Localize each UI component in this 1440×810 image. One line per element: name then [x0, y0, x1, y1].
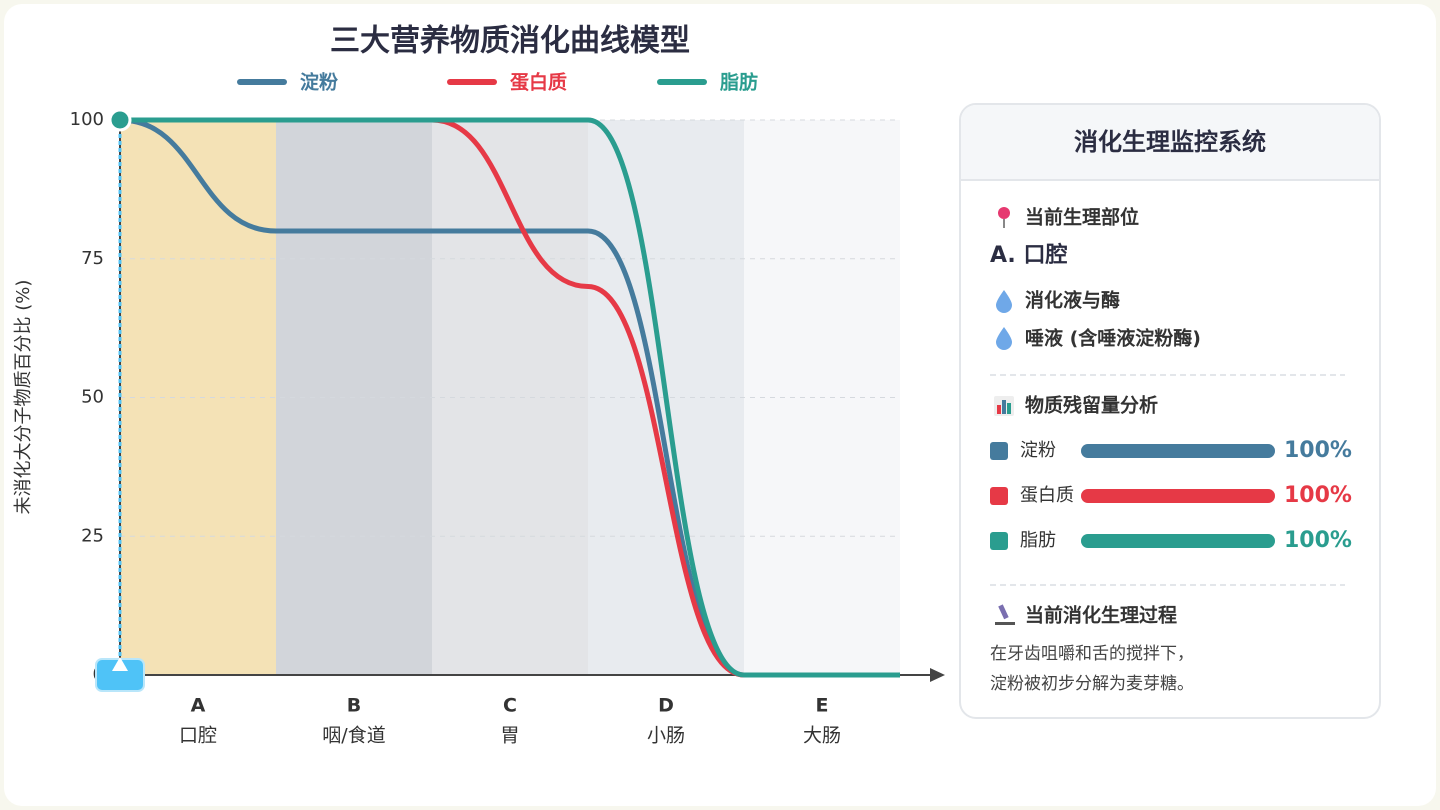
cursor-dot [108, 108, 132, 132]
region-letter: C [503, 695, 517, 717]
y-tick-label: 25 [81, 525, 104, 546]
panel-header [961, 105, 1379, 180]
residue-name: 淀粉 [1020, 440, 1056, 461]
location: A. 口腔 [990, 242, 1067, 268]
y-axis-label: 未消化大分子物质百分比 (%) [13, 280, 34, 515]
panel-box [959, 103, 1381, 719]
process-text: 在牙齿咀嚼和舌的搅拌下， [990, 644, 1194, 664]
region-name: 小肠 [647, 725, 685, 747]
location-label: 当前生理部位 [1025, 206, 1139, 229]
process-label: 当前消化生理过程 [1025, 604, 1177, 627]
pin-icon [998, 207, 1010, 228]
panel-title: 消化生理监控系统 [1074, 128, 1266, 156]
region-letter: B [347, 695, 361, 717]
cursor-handle-arrow [112, 657, 128, 671]
residue-name: 蛋白质 [1020, 485, 1074, 506]
residue-value: 100% [1284, 438, 1352, 463]
residue-swatch [990, 442, 1008, 460]
legend-label: 脂肪 [720, 71, 758, 94]
y-tick-label: 50 [81, 387, 104, 408]
region-name: 口腔 [179, 725, 217, 747]
region-letter: E [816, 695, 829, 717]
drop-icon [996, 327, 1012, 350]
x-axis-arrow [930, 668, 945, 682]
microscope-icon [995, 604, 1015, 625]
residue-value: 100% [1284, 483, 1352, 508]
region-name: 胃 [500, 725, 519, 747]
chart-title: 三大营养物质消化曲线模型 [330, 24, 690, 59]
enzyme: 唾液 (含唾液淀粉酶) [1025, 327, 1201, 350]
region-name: 大肠 [803, 725, 841, 747]
monitor-panel: 消化生理监控系统 当前生理部位 A. 口腔 消化液与酶 唾液 (含唾液淀粉酶) … [959, 103, 1381, 719]
region-name: 咽/食道 [322, 725, 385, 747]
y-tick-label: 75 [81, 248, 104, 269]
residue-value: 100% [1284, 528, 1352, 553]
region-letter: D [658, 695, 674, 717]
residue-swatch [990, 532, 1008, 550]
residue-label: 物质残留量分析 [1025, 394, 1158, 417]
series-line [120, 117, 900, 678]
legend-label: 淀粉 [300, 71, 338, 94]
residue-swatch [990, 487, 1008, 505]
chart-icon [994, 396, 1014, 416]
y-tick-label: 100 [70, 109, 104, 130]
region-letter: A [191, 695, 206, 717]
drop-icon [996, 290, 1012, 313]
residue-name: 脂肪 [1020, 530, 1056, 551]
enzyme-label: 消化液与酶 [1025, 289, 1120, 312]
residue-list: 淀粉 100% 蛋白质 100% 脂肪 100% [990, 438, 1352, 553]
process-text: 淀粉被初步分解为麦芽糖。 [990, 674, 1194, 694]
legend-label: 蛋白质 [510, 71, 567, 94]
